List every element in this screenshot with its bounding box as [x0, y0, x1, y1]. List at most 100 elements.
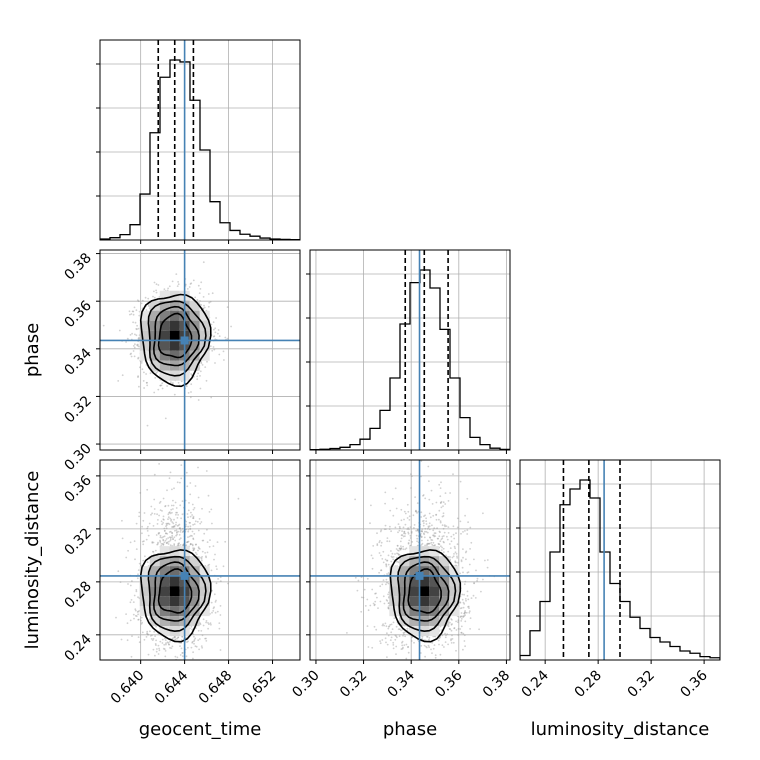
scatter-point — [141, 532, 143, 535]
density-cell — [189, 340, 200, 351]
scatter-point — [392, 558, 395, 561]
scatter-point — [226, 306, 229, 308]
scatter-point — [200, 362, 203, 365]
scatter-point — [442, 535, 445, 537]
scatter-point — [417, 529, 419, 532]
scatter-point — [461, 598, 464, 601]
density-cell — [189, 566, 200, 577]
scatter-point — [136, 299, 139, 302]
scatter-point — [209, 539, 211, 541]
scatter-point — [463, 640, 466, 642]
density-cell — [159, 330, 170, 341]
scatter-point — [185, 520, 188, 523]
scatter-point — [186, 288, 189, 290]
scatter-point — [200, 281, 203, 284]
scatter-point — [142, 559, 145, 562]
scatter-point — [464, 580, 467, 583]
scatter-point — [452, 555, 455, 558]
scatter-point — [190, 391, 192, 393]
scatter-point — [449, 547, 452, 549]
scatter-point — [154, 643, 157, 645]
scatter-point — [158, 647, 161, 650]
scatter-point — [215, 582, 218, 585]
scatter-point — [192, 537, 195, 540]
scatter-point — [171, 532, 174, 535]
scatter-point — [121, 537, 124, 540]
scatter-point — [367, 646, 370, 648]
scatter-point — [169, 536, 171, 538]
scatter-point — [166, 532, 169, 535]
scatter-point — [470, 541, 473, 544]
scatter-point — [435, 513, 438, 516]
scatter-point — [389, 509, 392, 512]
scatter-point — [186, 641, 188, 643]
scatter-point — [152, 295, 154, 298]
scatter-point — [168, 511, 171, 514]
scatter-point — [395, 635, 398, 638]
scatter-point — [159, 384, 162, 387]
scatter-point — [144, 296, 147, 299]
scatter-point — [432, 541, 435, 544]
scatter-point — [457, 628, 460, 630]
scatter-point — [199, 375, 201, 377]
scatter-point — [125, 613, 127, 615]
scatter-point — [167, 504, 170, 507]
scatter-point — [447, 643, 449, 646]
scatter-point — [206, 551, 209, 554]
scatter-point — [158, 514, 161, 517]
scatter-point — [146, 381, 148, 384]
scatter-point — [407, 527, 410, 529]
density-cell — [189, 556, 200, 567]
density-cell — [159, 360, 170, 371]
scatter-point — [193, 639, 196, 641]
scatter-point — [180, 380, 183, 383]
scatter-point — [161, 387, 164, 390]
scatter-point — [131, 580, 133, 582]
scatter-point — [193, 533, 196, 535]
scatter-point — [162, 543, 165, 545]
scatter-point — [468, 611, 471, 614]
scatter-point — [191, 514, 194, 516]
density-cell — [159, 596, 170, 607]
scatter-point — [186, 541, 189, 543]
scatter-point — [404, 512, 407, 515]
scatter-point — [199, 522, 202, 525]
scatter-point — [179, 537, 182, 540]
scatter-point — [208, 623, 210, 626]
scatter-point — [465, 599, 467, 602]
scatter-point — [379, 600, 382, 603]
scatter-point — [163, 288, 166, 291]
histogram-phase — [310, 269, 510, 450]
scatter-point — [201, 550, 204, 553]
scatter-point — [197, 372, 200, 375]
scatter-point — [187, 530, 190, 533]
scatter-point — [168, 540, 170, 543]
scatter-point — [214, 331, 217, 334]
scatter-point — [224, 336, 227, 339]
scatter-point — [402, 535, 405, 538]
scatter-point — [432, 647, 435, 650]
scatter-point — [396, 662, 398, 664]
scatter-point — [135, 522, 138, 525]
scatter-point — [395, 507, 398, 510]
scatter-point — [424, 527, 427, 530]
scatter-point — [413, 527, 415, 529]
scatter-point — [399, 548, 402, 551]
scatter-point — [424, 544, 426, 547]
scatter-point — [367, 609, 370, 612]
scatter-point — [433, 532, 436, 534]
scatter-point — [179, 645, 181, 647]
scatter-point — [407, 542, 410, 544]
scatter-point — [200, 630, 203, 632]
scatter-point — [403, 530, 406, 533]
scatter-point — [162, 515, 165, 518]
scatter-point — [190, 534, 192, 537]
scatter-point — [136, 577, 139, 580]
density-cell — [189, 350, 200, 361]
scatter-point — [464, 611, 467, 614]
scatter-point — [162, 647, 165, 650]
scatter-point — [386, 656, 388, 658]
scatter-point — [165, 532, 167, 535]
scatter-point — [466, 595, 469, 597]
